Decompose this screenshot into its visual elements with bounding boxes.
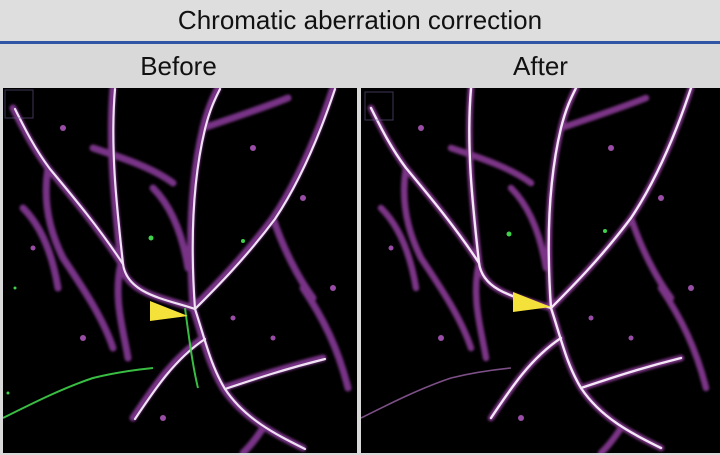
micrograph-before-image xyxy=(3,88,357,453)
magenta-puncta xyxy=(30,125,336,421)
green-fiber xyxy=(3,307,199,419)
dendrites-magenta xyxy=(9,88,352,453)
arrowhead-marker xyxy=(150,301,188,321)
panel-label-after: After xyxy=(513,50,568,81)
panel-label-before: Before xyxy=(140,50,217,81)
roi-box xyxy=(4,89,34,119)
micrograph-after xyxy=(361,88,720,453)
dendrites-core xyxy=(13,88,337,451)
micrograph-after-image xyxy=(361,88,720,453)
green-puncta xyxy=(506,229,607,237)
micrograph-before xyxy=(3,88,357,453)
green-puncta xyxy=(6,235,245,395)
roi-box xyxy=(364,91,394,121)
arrowhead-marker xyxy=(513,292,551,312)
title-underline xyxy=(0,41,720,44)
panel-divider xyxy=(357,88,361,455)
figure-title: Chromatic aberration correction xyxy=(0,0,720,41)
magenta-puncta xyxy=(388,125,694,421)
panel-label-row: Before After xyxy=(0,44,720,88)
fiber xyxy=(361,367,512,419)
